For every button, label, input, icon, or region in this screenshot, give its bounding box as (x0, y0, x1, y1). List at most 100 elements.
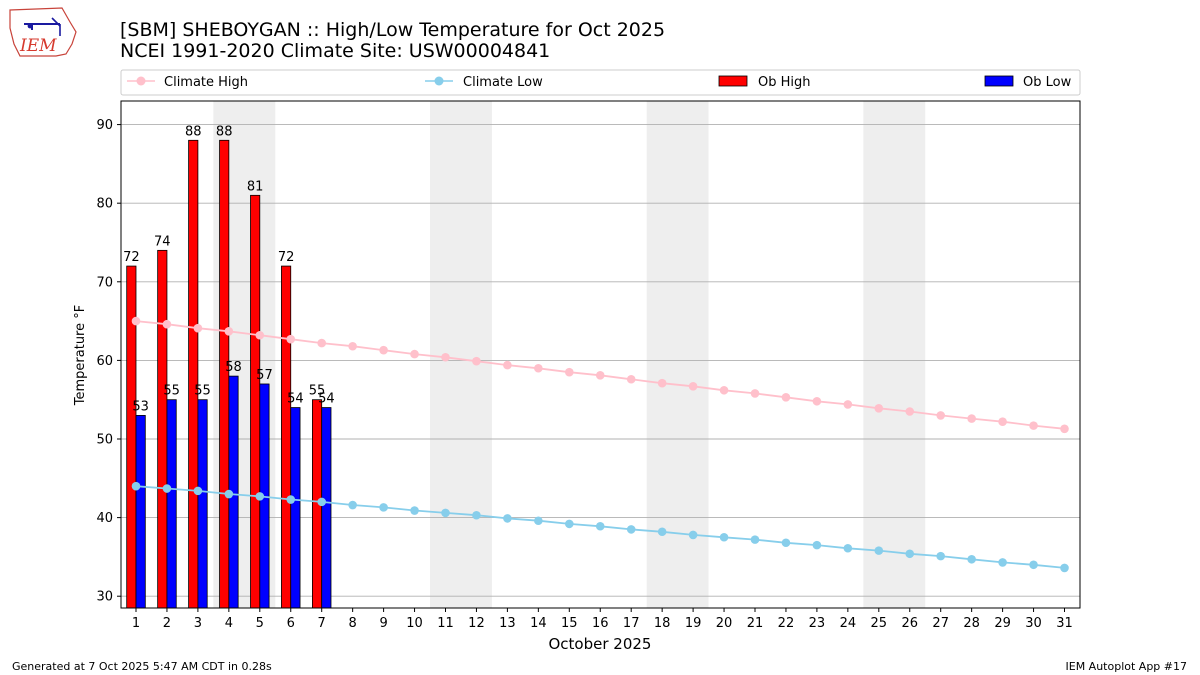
x-tick-label: 31 (1056, 616, 1073, 631)
chart-title: [SBM] SHEBOYGAN :: High/Low Temperature … (120, 19, 665, 41)
ob-low-label: 57 (256, 368, 273, 383)
ob-low-label: 54 (318, 392, 335, 407)
x-tick-label: 8 (349, 616, 357, 631)
climate-high-point (967, 414, 976, 423)
climate-high-point (719, 385, 729, 395)
x-tick-label: 4 (225, 616, 233, 631)
x-tick-label: 25 (871, 616, 888, 631)
ob-high-bar (281, 265, 292, 609)
climate-high-point (131, 316, 141, 326)
climate-high-point (410, 349, 419, 359)
bar-value-labels: 72 74 88 88 81 72 55 53 55 55 58 57 54 54 (123, 124, 335, 414)
x-tick-label: 20 (716, 616, 733, 631)
y-tick-label: 90 (96, 118, 113, 133)
climate-low-point (967, 554, 976, 564)
iem-logo: IEM (9, 7, 77, 57)
climate-low-point (193, 486, 203, 496)
climate-low-point (936, 551, 945, 561)
x-tick-label: 18 (654, 616, 671, 631)
ob-low-label: 54 (287, 392, 304, 407)
climate-high-point (503, 360, 512, 370)
climate-low-point (410, 506, 419, 515)
x-tick-label: 2 (163, 616, 171, 631)
legend-ob-high-swatch (718, 75, 748, 87)
logo-text: IEM (19, 36, 57, 56)
climate-low-point (379, 503, 388, 512)
climate-high-point (255, 330, 265, 340)
climate-high-point (1029, 421, 1038, 430)
x-tick-label: 23 (809, 616, 826, 631)
weekend-band (863, 101, 926, 608)
footer-app: IEM Autoplot App #17 (1066, 660, 1188, 673)
x-tick-label: 29 (994, 616, 1011, 631)
climate-low-point (874, 546, 884, 555)
ob-high-bar (157, 249, 168, 609)
x-tick-label: 12 (468, 616, 485, 631)
y-tick-label: 40 (96, 511, 113, 526)
legend-climate-high-marker (136, 76, 146, 86)
x-tick-label: 3 (194, 616, 202, 631)
chart-subtitle: NCEI 1991-2020 Climate Site: USW00004841 (120, 40, 550, 62)
climate-high-point (812, 396, 822, 406)
climate-high-point (348, 341, 357, 351)
climate-low-point (750, 535, 760, 544)
climate-low-point (565, 519, 574, 529)
climate-high-point (936, 411, 945, 420)
ob-low-label: 58 (225, 360, 242, 375)
y-axis: 30 40 50 60 70 80 90 (96, 118, 121, 605)
ob-low-label: 53 (132, 399, 149, 414)
x-tick-label: 1 (132, 616, 140, 631)
climate-high-point (224, 327, 234, 336)
climate-low-point (286, 495, 296, 504)
climate-lines (131, 316, 1069, 573)
x-tick-label: 30 (1025, 616, 1042, 631)
legend-climate-high-label: Climate High (164, 75, 248, 90)
legend-climate-low-label: Climate Low (463, 75, 543, 90)
x-tick-label: 13 (499, 616, 516, 631)
climate-high-point (781, 393, 791, 402)
x-tick-label: 15 (561, 616, 578, 631)
ob-high-label: 88 (185, 124, 202, 139)
climate-high-point (595, 371, 605, 380)
x-tick-label: 27 (932, 616, 949, 631)
weekend-band (646, 101, 709, 608)
x-tick-label: 6 (287, 616, 295, 631)
climate-low-point (255, 492, 265, 501)
climate-low-point (595, 521, 605, 531)
climate-high-point (472, 356, 481, 366)
weekend-shading (213, 101, 926, 608)
climate-low-point (905, 549, 915, 559)
climate-high-point (379, 345, 388, 355)
footer-generated: Generated at 7 Oct 2025 5:47 AM CDT in 0… (12, 660, 272, 673)
climate-high-point (162, 319, 172, 329)
climate-low-point (1029, 560, 1038, 570)
climate-low-point (626, 525, 636, 534)
ob-low-bar (321, 407, 332, 609)
climate-high-point (1060, 424, 1069, 434)
climate-high-point (565, 367, 574, 377)
climate-low-point (348, 500, 357, 510)
x-tick-label: 21 (747, 616, 764, 631)
climate-low-point (503, 514, 512, 523)
weekend-band (430, 101, 492, 608)
observed-bars (126, 139, 332, 609)
gridlines (121, 124, 1080, 597)
ob-high-bar (188, 139, 199, 609)
climate-high-point (657, 378, 667, 388)
y-tick-label: 80 (96, 197, 113, 212)
climate-low-point (781, 538, 791, 548)
y-tick-label: 60 (96, 354, 113, 369)
climate-low-point (534, 516, 543, 526)
y-tick-label: 30 (96, 590, 113, 605)
climate-high-point (193, 323, 203, 333)
ob-low-bar (166, 399, 177, 609)
x-tick-label: 5 (256, 616, 264, 631)
x-tick-label: 16 (592, 616, 609, 631)
x-tick-label: 11 (437, 616, 454, 631)
climate-low-point (1060, 563, 1069, 573)
x-tick-label: 17 (623, 616, 640, 631)
climate-low-point (843, 543, 853, 553)
climate-high-point (286, 334, 296, 344)
climate-low-point (441, 508, 450, 518)
